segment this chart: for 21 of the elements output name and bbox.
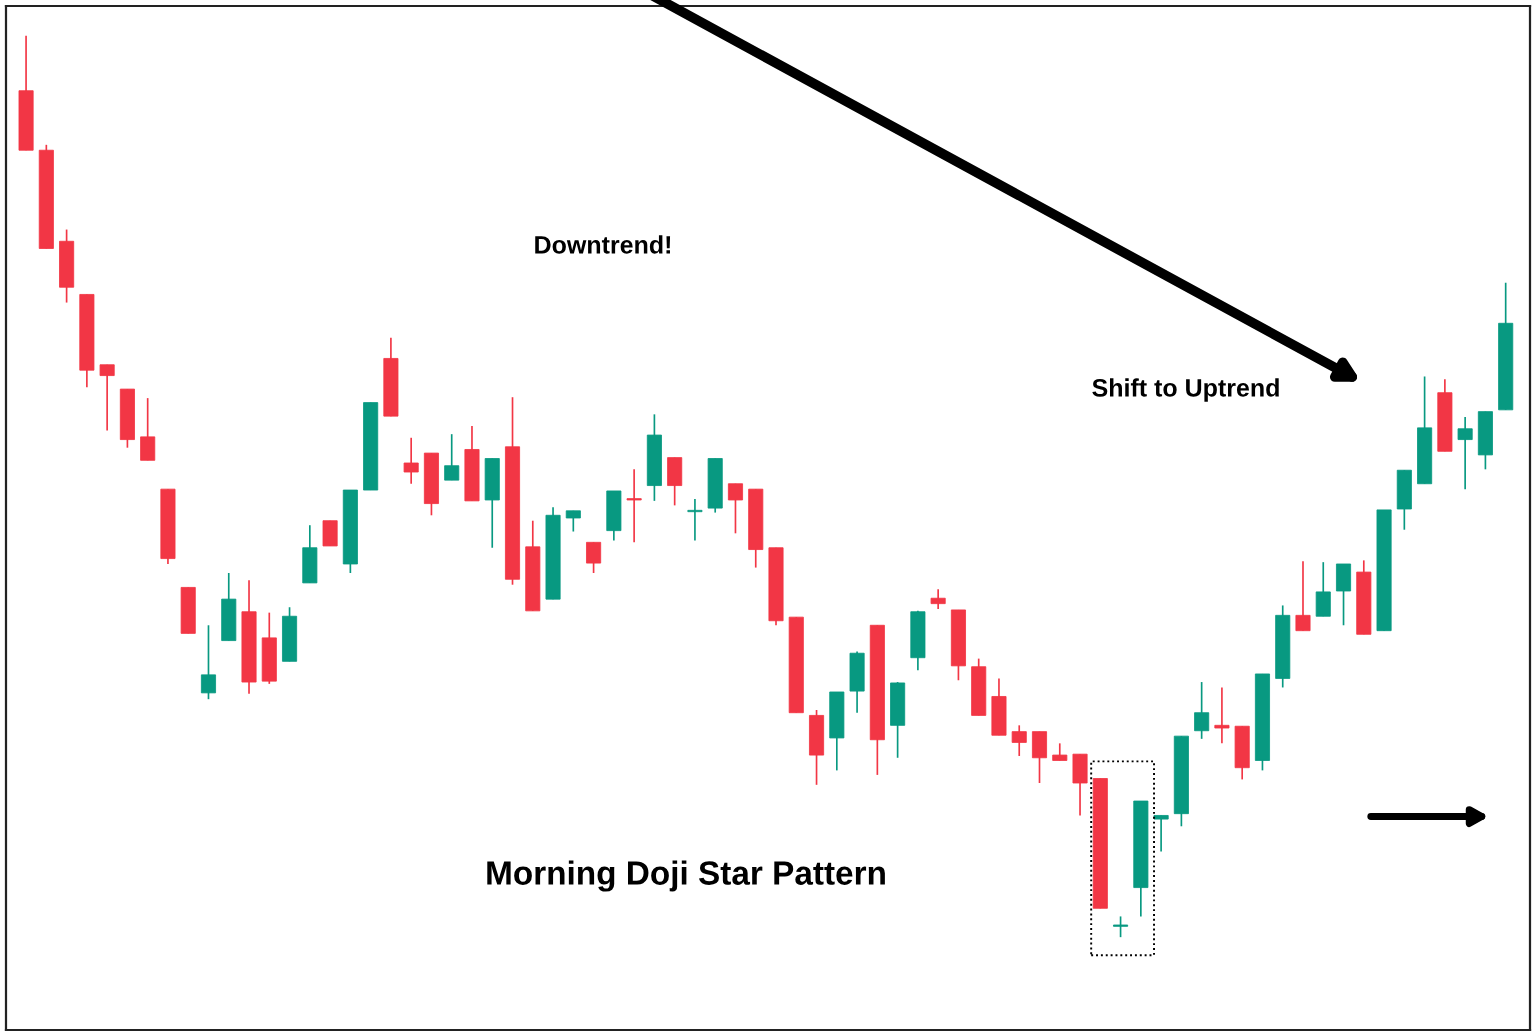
candlestick — [586, 541, 602, 574]
candlestick — [200, 624, 216, 701]
candlestick — [1457, 416, 1473, 490]
candlestick — [626, 468, 642, 544]
candlestick — [930, 588, 946, 610]
annotation: Morning Doji Star Pattern — [487, 860, 885, 892]
candlestick — [1214, 686, 1230, 745]
candlestick — [687, 498, 703, 542]
candlestick — [403, 436, 419, 485]
candlestick — [565, 509, 581, 533]
candlestick — [1153, 814, 1169, 853]
candlestick — [1194, 681, 1210, 740]
candlestick — [1113, 915, 1129, 938]
annotation: Downtrend! — [535, 235, 671, 254]
candlestick — [1011, 724, 1027, 757]
candlestick — [444, 433, 460, 481]
candlestick — [727, 482, 743, 535]
annotation: Shift to Uptrend — [1092, 378, 1279, 402]
candlestick — [1295, 560, 1311, 632]
candlestick — [140, 397, 156, 462]
candlestick — [99, 363, 115, 432]
